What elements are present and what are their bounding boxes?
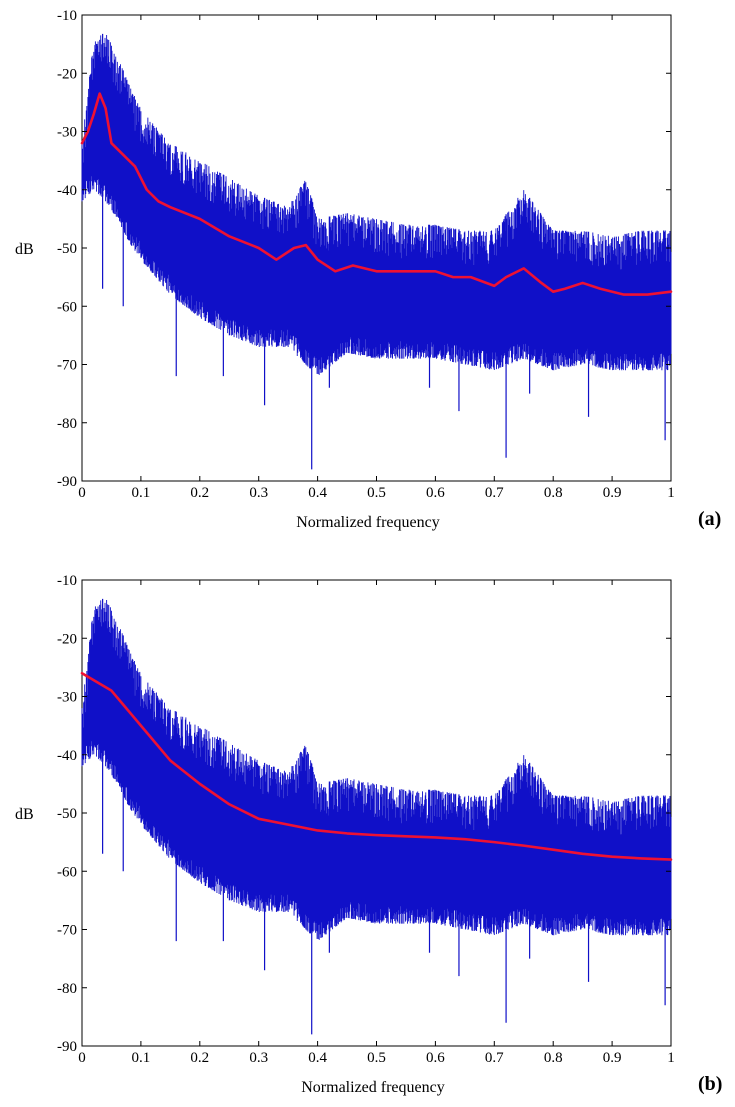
x-tick-label: 0.3 — [249, 485, 268, 501]
x-tick-label: 0.9 — [603, 485, 622, 501]
y-tick-label: -20 — [57, 66, 77, 82]
x-tick-label: 0 — [78, 1050, 86, 1066]
red-smoothed-series — [80, 92, 673, 296]
chart-panel-a: 0 0.1 0.2 0.3 0.4 0.5 0.6 0.7 0.8 0.9 1 -10 -20 -30 -4… — [15, 8, 721, 531]
spectrum-noise-trace — [81, 600, 672, 940]
x-tick-label: 0.5 — [367, 1050, 386, 1066]
x-tick-label: 0.8 — [544, 485, 563, 501]
x-axis-label: Normalized frequency — [296, 514, 439, 531]
x-tick-label: 0.2 — [190, 485, 209, 501]
x-tick-label: 0.7 — [485, 1050, 504, 1066]
y-tick-label: -30 — [57, 125, 77, 141]
blue-spectrum-series — [81, 33, 672, 470]
x-tick-label: 0.1 — [132, 1050, 151, 1066]
y-tick-label: -10 — [57, 573, 77, 589]
x-tick-label: 0.8 — [544, 1050, 563, 1066]
red-smoothed-series — [80, 671, 673, 861]
smoothed-curve — [80, 671, 673, 861]
x-tick-label: 0 — [78, 485, 86, 501]
y-tick-label: -90 — [57, 1039, 77, 1055]
y-tick-label: -10 — [57, 8, 77, 24]
y-tick-label: -30 — [57, 690, 77, 706]
y-tick-label: -80 — [57, 416, 77, 432]
axis-ticks: 0 0.1 0.2 0.3 0.4 0.5 0.6 0.7 0.8 0.9 1 -10 -20 -30 -4… — [57, 8, 675, 501]
panel-label-b: (b) — [698, 1073, 722, 1095]
y-axis-label: dB — [15, 806, 34, 823]
x-tick-label: 0.5 — [367, 485, 386, 501]
x-axis-label: Normalized frequency — [301, 1079, 444, 1096]
y-tick-label: -70 — [57, 358, 77, 374]
x-tick-label: 0.7 — [485, 485, 504, 501]
x-tick-label: 0.2 — [190, 1050, 209, 1066]
y-tick-label: -50 — [57, 806, 77, 822]
spectrum-noise-trace — [81, 35, 672, 375]
y-tick-label: -60 — [57, 299, 77, 315]
y-axis-label: dB — [15, 241, 34, 258]
y-tick-label: -40 — [57, 183, 77, 199]
y-tick-label: -90 — [57, 474, 77, 490]
x-tick-label: 0.9 — [603, 1050, 622, 1066]
x-tick-label: 0.4 — [308, 485, 327, 501]
axis-ticks: 0 0.1 0.2 0.3 0.4 0.5 0.6 0.7 0.8 0.9 1 -10 -20 -30 -4… — [57, 573, 675, 1066]
panel-label-a: (a) — [698, 508, 721, 530]
y-tick-label: -70 — [57, 923, 77, 939]
x-tick-label: 1 — [667, 1050, 675, 1066]
x-tick-label: 0.6 — [426, 1050, 445, 1066]
y-tick-label: -60 — [57, 864, 77, 880]
x-tick-label: 0.4 — [308, 1050, 327, 1066]
blue-spectrum-series — [81, 598, 672, 1035]
y-tick-label: -40 — [57, 748, 77, 764]
x-tick-label: 0.3 — [249, 1050, 268, 1066]
x-tick-label: 1 — [667, 485, 675, 501]
smoothed-curve — [80, 92, 673, 296]
x-tick-label: 0.6 — [426, 485, 445, 501]
y-tick-label: -50 — [57, 241, 77, 257]
y-tick-label: -80 — [57, 981, 77, 997]
y-tick-label: -20 — [57, 631, 77, 647]
x-tick-label: 0.1 — [132, 485, 151, 501]
chart-panel-b: 0 0.1 0.2 0.3 0.4 0.5 0.6 0.7 0.8 0.9 1 -10 -20 -30 -4… — [15, 573, 722, 1096]
